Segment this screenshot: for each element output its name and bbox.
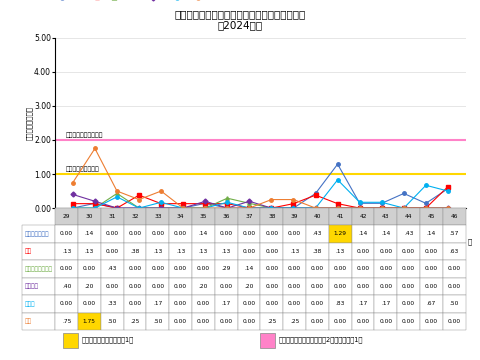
- Text: ：注意報レベル（基準値1）: ：注意報レベル（基準値1）: [82, 336, 134, 343]
- Text: ：警報レベル（開始基準値2、終息基準値1）: ：警報レベル（開始基準値2、終息基準値1）: [279, 336, 363, 343]
- Bar: [260, 333, 275, 348]
- Bar: [63, 333, 78, 348]
- Text: 青森県の水痘　定点当たり報告数（保健所別）: 青森県の水痘 定点当たり報告数（保健所別）: [174, 9, 306, 19]
- Text: 警報レベル開始基準値: 警報レベル開始基準値: [66, 132, 104, 138]
- Text: 注意報レベル基準値: 注意報レベル基準値: [66, 166, 100, 172]
- Text: 週: 週: [468, 239, 472, 246]
- Text: （2024年）: （2024年）: [217, 20, 263, 30]
- Y-axis label: 定点当たり報告数: 定点当たり報告数: [26, 106, 33, 140]
